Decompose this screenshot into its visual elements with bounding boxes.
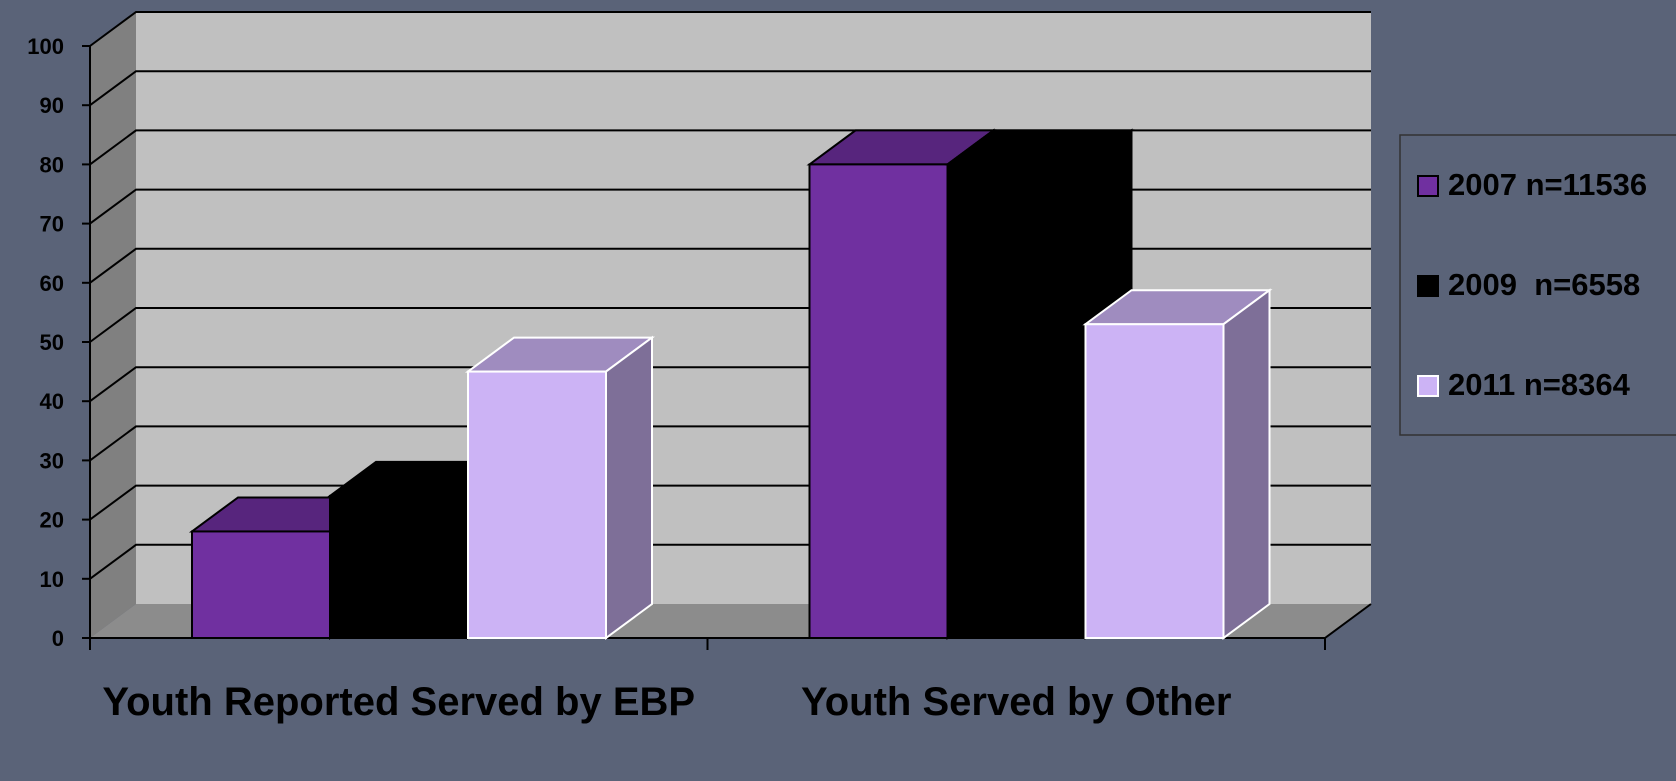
bar bbox=[464, 335, 656, 640]
y-tick-label: 80 bbox=[40, 152, 64, 177]
y-tick-label: 30 bbox=[40, 448, 64, 473]
y-tick-label: 50 bbox=[40, 330, 64, 355]
floor-edge bbox=[1324, 603, 1372, 639]
legend-swatch bbox=[1417, 275, 1439, 297]
bars bbox=[188, 128, 1273, 640]
bar-front bbox=[329, 494, 469, 640]
legend-box bbox=[1399, 134, 1676, 436]
y-tick-label: 70 bbox=[40, 212, 64, 237]
legend-swatch bbox=[1417, 375, 1439, 397]
x-tick-label-line: Youth Reported Served by EBP bbox=[102, 680, 695, 724]
bar-front bbox=[467, 370, 607, 639]
gridline bbox=[89, 11, 1371, 47]
bar-front bbox=[191, 530, 331, 639]
y-tick-label: 100 bbox=[27, 34, 64, 59]
x-tick-label: Youth Reported Served by EBP bbox=[102, 680, 695, 724]
x-tick-label-line: Youth Served by Other bbox=[801, 680, 1231, 724]
y-tick-label: 90 bbox=[40, 93, 64, 118]
bar-side bbox=[1222, 288, 1271, 640]
bar-side bbox=[605, 335, 653, 640]
bar-front bbox=[1084, 323, 1225, 639]
y-tick-label: 60 bbox=[40, 271, 64, 296]
legend-swatch bbox=[1417, 175, 1439, 197]
gridline bbox=[89, 70, 1371, 107]
y-tick-label: 20 bbox=[40, 508, 64, 533]
x-axis-tick-labels: Youth Reported Served by EBP Youth Served… bbox=[102, 680, 1231, 724]
legend-label: 2011 n=8364 bbox=[1448, 367, 1631, 402]
bar-front bbox=[946, 163, 1087, 639]
legend-label: 2009 n=6558 bbox=[1448, 267, 1640, 302]
y-axis-tick-labels: 0 10 20 30 40 50 60 70 80 90 100 bbox=[27, 34, 90, 651]
y-tick-label: 40 bbox=[40, 389, 64, 414]
bar bbox=[326, 459, 518, 640]
bar-front bbox=[808, 163, 949, 639]
y-tick-label: 10 bbox=[40, 567, 64, 592]
bar bbox=[1082, 288, 1273, 640]
x-tick-label: Youth Served by Other bbox=[801, 680, 1231, 724]
y-tick-label: 0 bbox=[52, 626, 64, 651]
legend-label: 2007 n=11536 bbox=[1448, 167, 1647, 202]
legend: 2007 n=11536 2009 n=6558 2011 n=8364 bbox=[1399, 134, 1676, 436]
